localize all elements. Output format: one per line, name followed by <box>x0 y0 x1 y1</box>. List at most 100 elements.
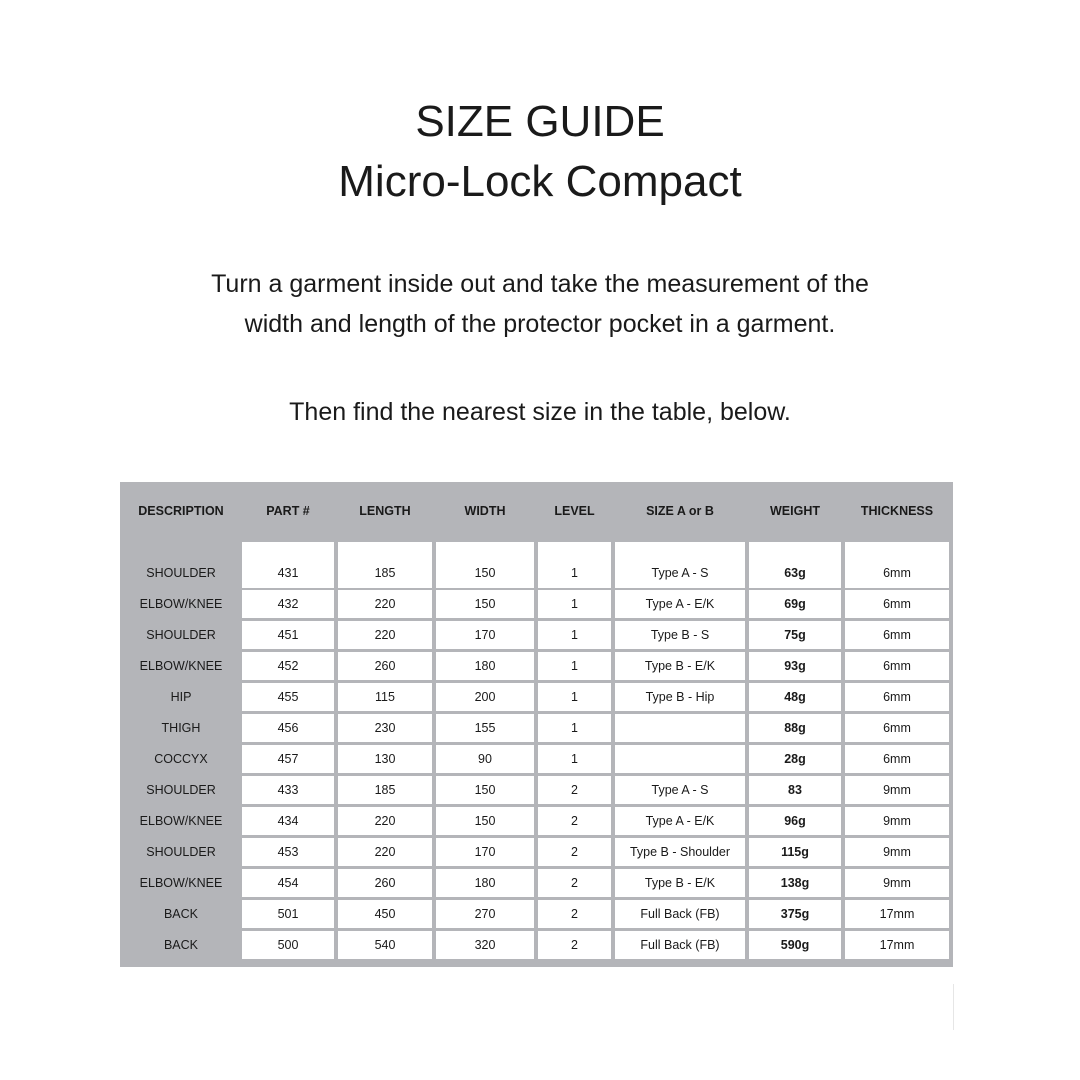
column-header: PART # <box>266 504 310 518</box>
table-cell: 75g <box>749 621 841 649</box>
table-cell: 320 <box>436 931 534 959</box>
table-cell: 457 <box>242 745 334 773</box>
table-cell: 9mm <box>845 869 949 897</box>
table-cell: 2 <box>538 838 611 866</box>
column-header: WEIGHT <box>770 504 820 518</box>
table-cell: 48g <box>749 683 841 711</box>
row-description: SHOULDER <box>146 845 216 859</box>
table-cell: 185 <box>338 542 432 588</box>
table-cell: 96g <box>749 807 841 835</box>
table-cell: Full Back (FB) <box>615 931 745 959</box>
table-cell: 2 <box>538 776 611 804</box>
table-cell: 9mm <box>845 807 949 835</box>
table-cell: 150 <box>436 590 534 618</box>
column-header: LENGTH <box>359 504 411 518</box>
table-cell: Type B - Hip <box>615 683 745 711</box>
table-cell: 9mm <box>845 776 949 804</box>
table-cell: 83 <box>749 776 841 804</box>
table-cell: 130 <box>338 745 432 773</box>
table-cell: 6mm <box>845 745 949 773</box>
table-cell: 1 <box>538 745 611 773</box>
table-cell: 1 <box>538 590 611 618</box>
column-header: DESCRIPTION <box>138 504 224 518</box>
table-cell: 28g <box>749 745 841 773</box>
table-cell: Type B - S <box>615 621 745 649</box>
table-cell: Type B - E/K <box>615 652 745 680</box>
table-cell: 453 <box>242 838 334 866</box>
table-cell: 456 <box>242 714 334 742</box>
row-description: BACK <box>163 938 199 952</box>
row-description: BACK <box>163 907 199 921</box>
table-cell: 180 <box>436 652 534 680</box>
table-cell: 150 <box>436 542 534 588</box>
table-cell: 2 <box>538 900 611 928</box>
table-cell: 220 <box>338 807 432 835</box>
row-description: SHOULDER <box>146 783 216 797</box>
table-cell: 6mm <box>845 590 949 618</box>
table-cell: Type A - S <box>615 776 745 804</box>
table-cell: 260 <box>338 869 432 897</box>
table-cell: 170 <box>436 621 534 649</box>
table-cell: 185 <box>338 776 432 804</box>
table-cell: Type A - E/K <box>615 590 745 618</box>
row-description: THIGH <box>161 721 201 735</box>
table-cell: 150 <box>436 776 534 804</box>
table-cell: 270 <box>436 900 534 928</box>
table-cell: 433 <box>242 776 334 804</box>
product-name: Micro-Lock Compact <box>338 157 742 206</box>
row-description: ELBOW/KNEE <box>139 876 223 890</box>
table-cell: 150 <box>436 807 534 835</box>
column-header: SIZE A or B <box>646 504 714 518</box>
table-cell: 2 <box>538 931 611 959</box>
instruction-line: width and length of the protector pocket… <box>244 310 836 338</box>
table-cell: 6mm <box>845 683 949 711</box>
table-cell: 450 <box>338 900 432 928</box>
table-cell: 375g <box>749 900 841 928</box>
column-header: WIDTH <box>464 504 506 518</box>
table-cell: 2 <box>538 869 611 897</box>
size-table: DESCRIPTION PART # LENGTH WIDTH LEVEL SIZE A … <box>120 482 953 967</box>
table-cell: 501 <box>242 900 334 928</box>
instructions-text: Turn a garment inside out and take the m… <box>0 264 1080 344</box>
table-cell: Type B - E/K <box>615 869 745 897</box>
row-description: COCCYX <box>154 752 208 766</box>
table-cell: 88g <box>749 714 841 742</box>
table-cell: 69g <box>749 590 841 618</box>
table-cell: Type A - S <box>615 542 745 588</box>
table-cell: 220 <box>338 590 432 618</box>
table-cell: 6mm <box>845 542 949 588</box>
table-cell: 6mm <box>845 621 949 649</box>
table-cell: 1 <box>538 621 611 649</box>
table-cell: 115g <box>749 838 841 866</box>
table-cell: 432 <box>242 590 334 618</box>
table-cell: 452 <box>242 652 334 680</box>
column-header: THICKNESS <box>860 504 934 518</box>
table-cell: 200 <box>436 683 534 711</box>
column-header: LEVEL <box>554 504 595 518</box>
divider <box>953 984 954 1030</box>
table-cell <box>615 745 745 773</box>
table-cell: 431 <box>242 542 334 588</box>
table-cell: 590g <box>749 931 841 959</box>
table-cell: 170 <box>436 838 534 866</box>
table-cell: 451 <box>242 621 334 649</box>
table-cell: 260 <box>338 652 432 680</box>
row-description: HIP <box>170 690 192 704</box>
row-description: SHOULDER <box>146 566 216 580</box>
table-cell: 2 <box>538 807 611 835</box>
table-cell: 115 <box>338 683 432 711</box>
table-cell: 454 <box>242 869 334 897</box>
table-cell: 455 <box>242 683 334 711</box>
table-cell: 6mm <box>845 714 949 742</box>
table-cell: 63g <box>749 542 841 588</box>
table-cell: 1 <box>538 714 611 742</box>
table-cell: 93g <box>749 652 841 680</box>
row-description: ELBOW/KNEE <box>139 814 223 828</box>
row-description: ELBOW/KNEE <box>139 597 223 611</box>
table-cell: Type A - E/K <box>615 807 745 835</box>
table-cell: Full Back (FB) <box>615 900 745 928</box>
table-cell: 1 <box>538 652 611 680</box>
row-description: SHOULDER <box>146 628 216 642</box>
table-cell: 220 <box>338 621 432 649</box>
instruction-line: Turn a garment inside out and take the m… <box>211 270 869 298</box>
